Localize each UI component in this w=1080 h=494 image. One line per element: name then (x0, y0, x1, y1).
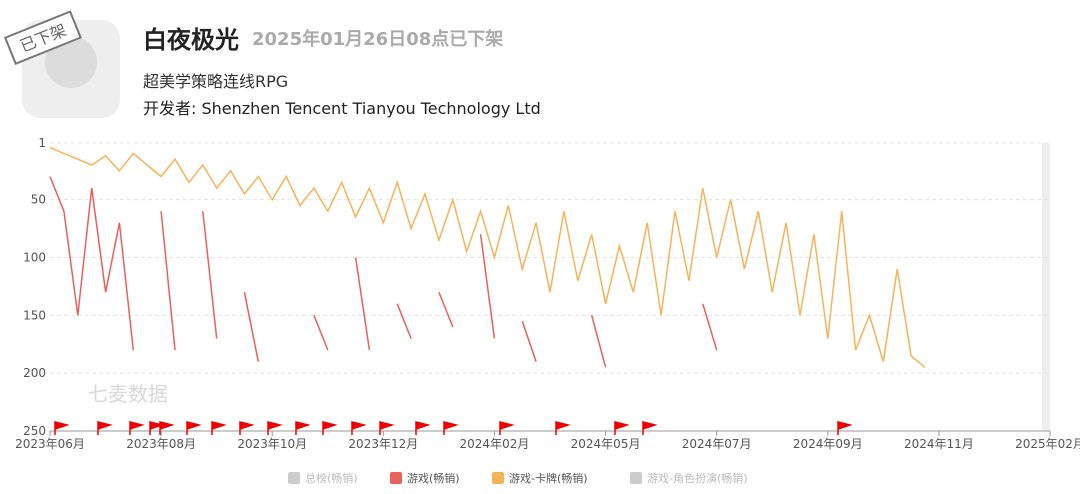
event-flag (555, 421, 571, 435)
event-flag (415, 421, 431, 435)
legend-label: 游戏-角色扮演(畅销) (647, 471, 748, 485)
legend-swatch (390, 472, 402, 484)
x-tick-label: 2024年09月 (793, 437, 863, 451)
scroll-bar[interactable] (1042, 143, 1050, 431)
y-tick-label: 100 (23, 251, 46, 265)
x-tick-label: 2024年11月 (904, 437, 974, 451)
event-flag (379, 421, 395, 435)
event-flag (211, 421, 227, 435)
event-flag (186, 421, 202, 435)
legend-label: 游戏(畅销) (407, 471, 460, 485)
event-flag (149, 421, 165, 435)
x-tick-label: 2024年07月 (682, 437, 752, 451)
watermark: 七麦数据 (88, 382, 168, 406)
legend-swatch (630, 472, 642, 484)
x-tick-label: 2025年02月 (1015, 437, 1080, 451)
event-flag (97, 421, 113, 435)
x-tick-label: 2023年12月 (348, 437, 418, 451)
event-flag (239, 421, 255, 435)
series-line (49, 176, 718, 368)
event-flag (129, 421, 145, 435)
y-tick-label: 250 (23, 424, 46, 438)
y-tick-label: 200 (23, 366, 46, 380)
event-flag (54, 421, 70, 435)
event-flag (443, 421, 459, 435)
event-flag (267, 421, 283, 435)
event-flag (159, 421, 175, 435)
event-flag (837, 421, 853, 435)
subtitle: 超美学策略连线RPG (143, 72, 288, 91)
y-tick-label: 50 (31, 193, 46, 207)
icon-art (45, 36, 97, 88)
status: 2025年01月26日08点已下架 (252, 28, 503, 50)
event-flag (322, 421, 338, 435)
y-tick-label: 150 (23, 308, 46, 322)
x-tick-label: 2024年05月 (571, 437, 641, 451)
event-flag (614, 421, 630, 435)
developer: 开发者: Shenzhen Tencent Tianyou Technology… (143, 99, 541, 118)
event-flag (351, 421, 367, 435)
badge-box (3, 10, 82, 66)
app-title: 白夜极光 (143, 26, 239, 54)
legend-label: 总榜(畅销) (305, 471, 358, 485)
series-line (49, 146, 926, 368)
event-flag (295, 421, 311, 435)
legend-swatch (492, 472, 504, 484)
event-flag (642, 421, 658, 435)
x-tick-label: 2023年08月 (126, 437, 196, 451)
event-flag (499, 421, 515, 435)
legend-label: 游戏-卡牌(畅销) (509, 471, 588, 485)
x-tick-label: 2024年02月 (460, 437, 530, 451)
legend-swatch (288, 472, 300, 484)
x-tick-label: 2023年06月 (15, 437, 85, 451)
x-tick-label: 2023年10月 (237, 437, 307, 451)
y-tick-label: 1 (38, 136, 46, 150)
